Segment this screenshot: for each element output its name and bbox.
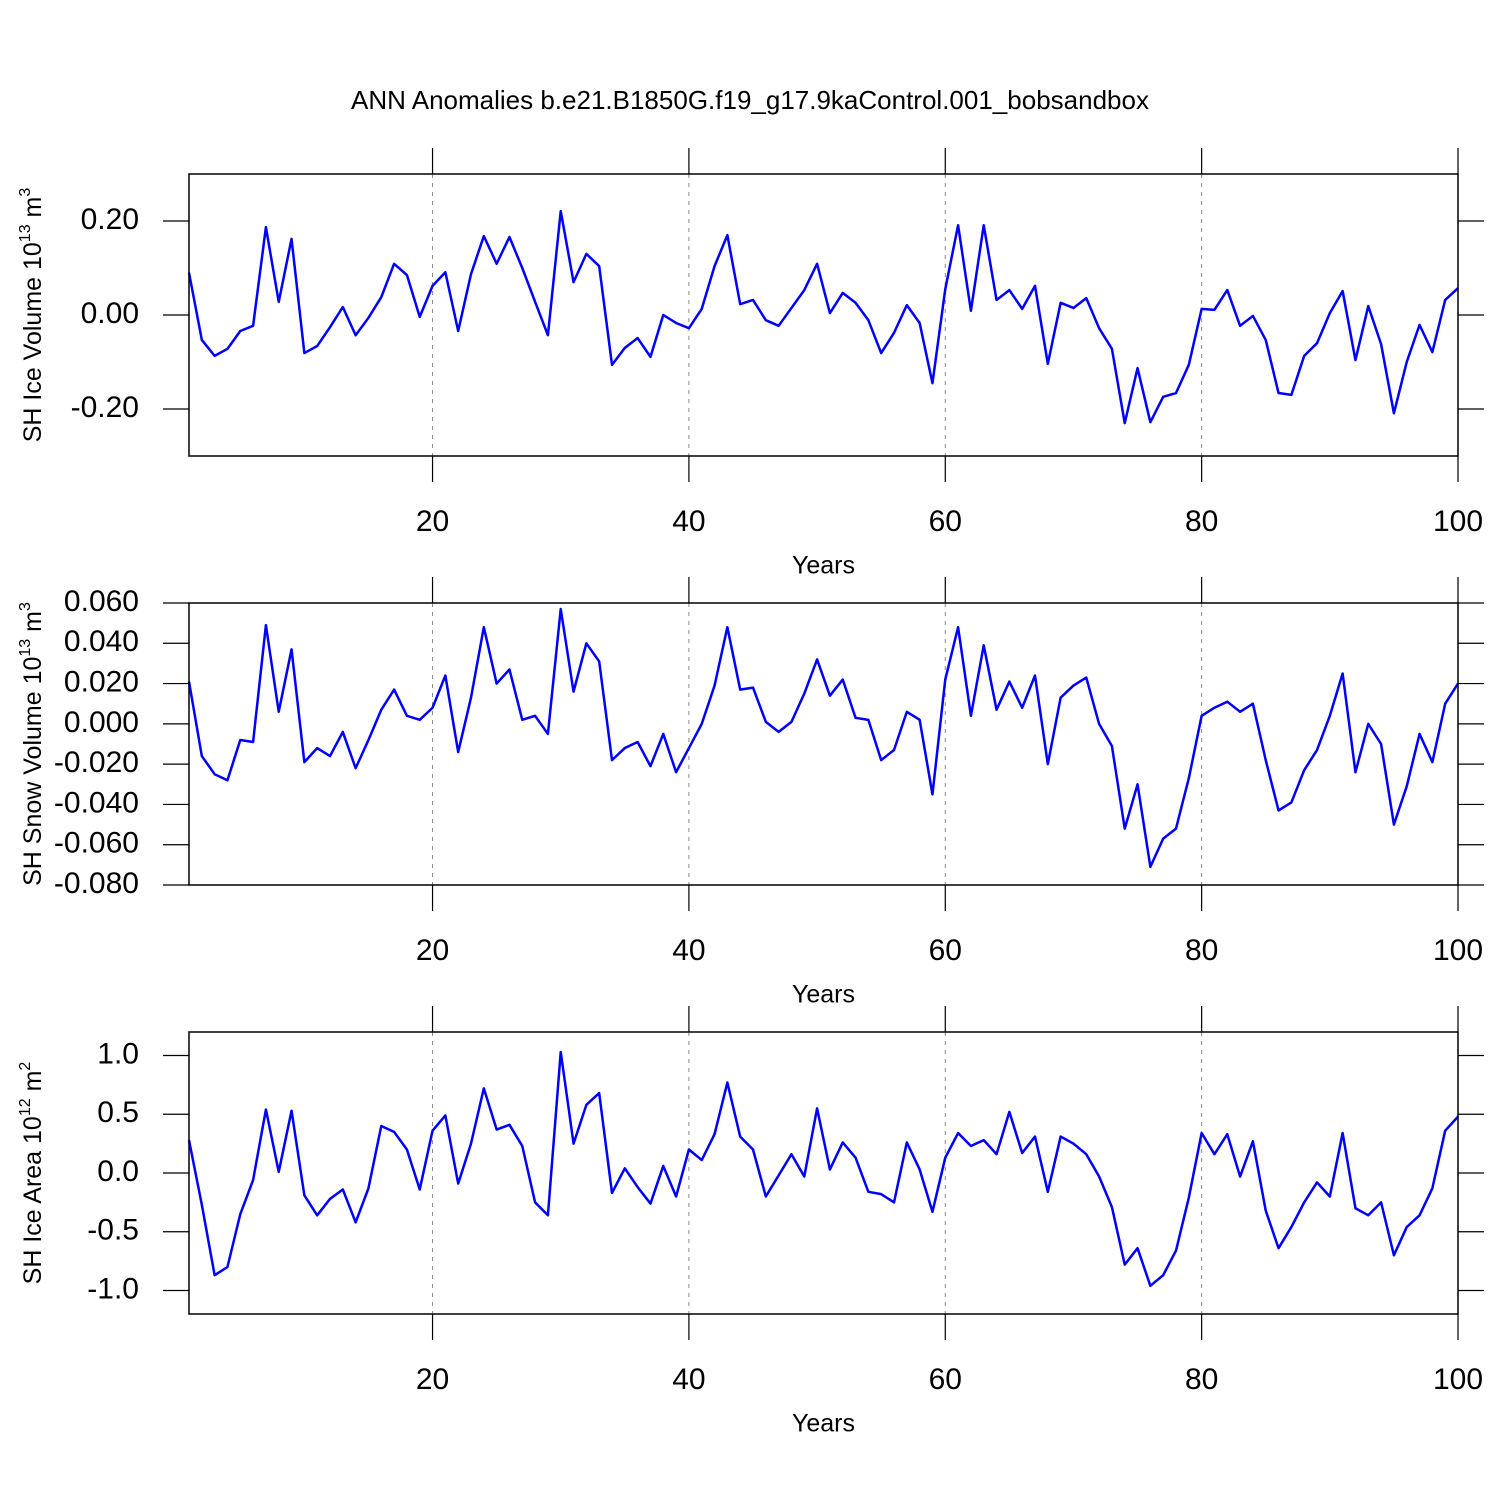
plot-frame: [188, 1031, 1459, 1315]
plot-frame: [188, 173, 1459, 457]
y-axis-label-text: SH Ice Area 10: [19, 1116, 47, 1284]
y-tick-label: 0.00: [81, 297, 139, 330]
x-tick-label: 20: [416, 934, 449, 967]
y-axis-label: SH Ice Area 1012 m2: [17, 1062, 47, 1285]
y-tick-label: -0.040: [54, 786, 139, 819]
y-tick-label: -0.080: [54, 867, 139, 900]
panel: 20 40 60 80 100 -0.080 -0.060 -0.040 -0.020 0.000…: [17, 577, 1484, 1009]
panel: 20 40 60 80 100 -0.20 0.00 0.20 Years SH Ice Volu…: [17, 148, 1484, 580]
x-tick-label: 40: [672, 934, 705, 967]
y-axis-label-text: m: [19, 1071, 47, 1099]
x-tick-label: 20: [416, 1363, 449, 1396]
x-tick-label: 80: [1185, 934, 1218, 967]
y-axis-label-exponent: 12: [17, 1098, 34, 1116]
x-tick-label: 40: [672, 1363, 705, 1396]
data-line: [187, 1050, 1459, 1288]
x-tick-label: 60: [929, 1363, 962, 1396]
x-tick-label: 60: [929, 505, 962, 538]
x-tick-label: 80: [1185, 1363, 1218, 1396]
y-tick-label: 0.000: [64, 706, 139, 739]
x-tick-label: 100: [1433, 1363, 1483, 1396]
y-axis-label-exponent: 3: [17, 602, 34, 611]
y-axis-label-text: SH Ice Volume 10: [19, 242, 47, 442]
y-tick-label: -0.020: [54, 746, 139, 779]
x-tick-label: 60: [929, 934, 962, 967]
y-tick-label: -0.5: [87, 1214, 139, 1247]
y-tick-label: -0.060: [54, 827, 139, 860]
y-tick-label: -1.0: [87, 1272, 139, 1305]
x-tick-label: 100: [1433, 934, 1483, 967]
y-axis-label: SH Ice Volume 1013 m3: [17, 188, 47, 443]
plot-frame: [188, 602, 1459, 886]
y-tick-label: 0.5: [97, 1096, 139, 1129]
x-axis-label: Years: [792, 1410, 855, 1438]
y-axis-label-text: SH Snow Volume 10: [19, 657, 47, 886]
y-axis-label-exponent: 2: [17, 1062, 34, 1071]
y-tick-label: 0.060: [64, 585, 139, 618]
x-tick-label: 40: [672, 505, 705, 538]
chart-title: ANN Anomalies b.e21.B1850G.f19_g17.9kaCo…: [351, 85, 1149, 115]
y-tick-label: -0.20: [71, 391, 139, 424]
y-axis-label: SH Snow Volume 1013 m3: [17, 602, 47, 886]
y-tick-label: 0.20: [81, 203, 139, 236]
y-tick-label: 0.0: [97, 1155, 139, 1188]
y-axis-label-text: m: [19, 611, 47, 639]
y-axis-label-exponent: 3: [17, 188, 34, 197]
x-tick-label: 100: [1433, 505, 1483, 538]
y-axis-label-text: m: [19, 197, 47, 225]
x-tick-label: 20: [416, 505, 449, 538]
y-axis-label-exponent: 13: [17, 224, 34, 242]
y-axis-label-exponent: 13: [17, 639, 34, 657]
data-line: [187, 209, 1459, 425]
x-tick-label: 80: [1185, 505, 1218, 538]
panel: 20 40 60 80 100 -1.0 -0.5 0.0 0.5 1.0 Years SH Ice …: [17, 1006, 1484, 1438]
x-axis-label: Years: [792, 981, 855, 1009]
y-tick-label: 0.040: [64, 625, 139, 658]
data-line: [187, 607, 1460, 869]
x-axis-label: Years: [792, 552, 855, 580]
y-tick-label: 1.0: [97, 1037, 139, 1070]
y-tick-label: 0.020: [64, 665, 139, 698]
